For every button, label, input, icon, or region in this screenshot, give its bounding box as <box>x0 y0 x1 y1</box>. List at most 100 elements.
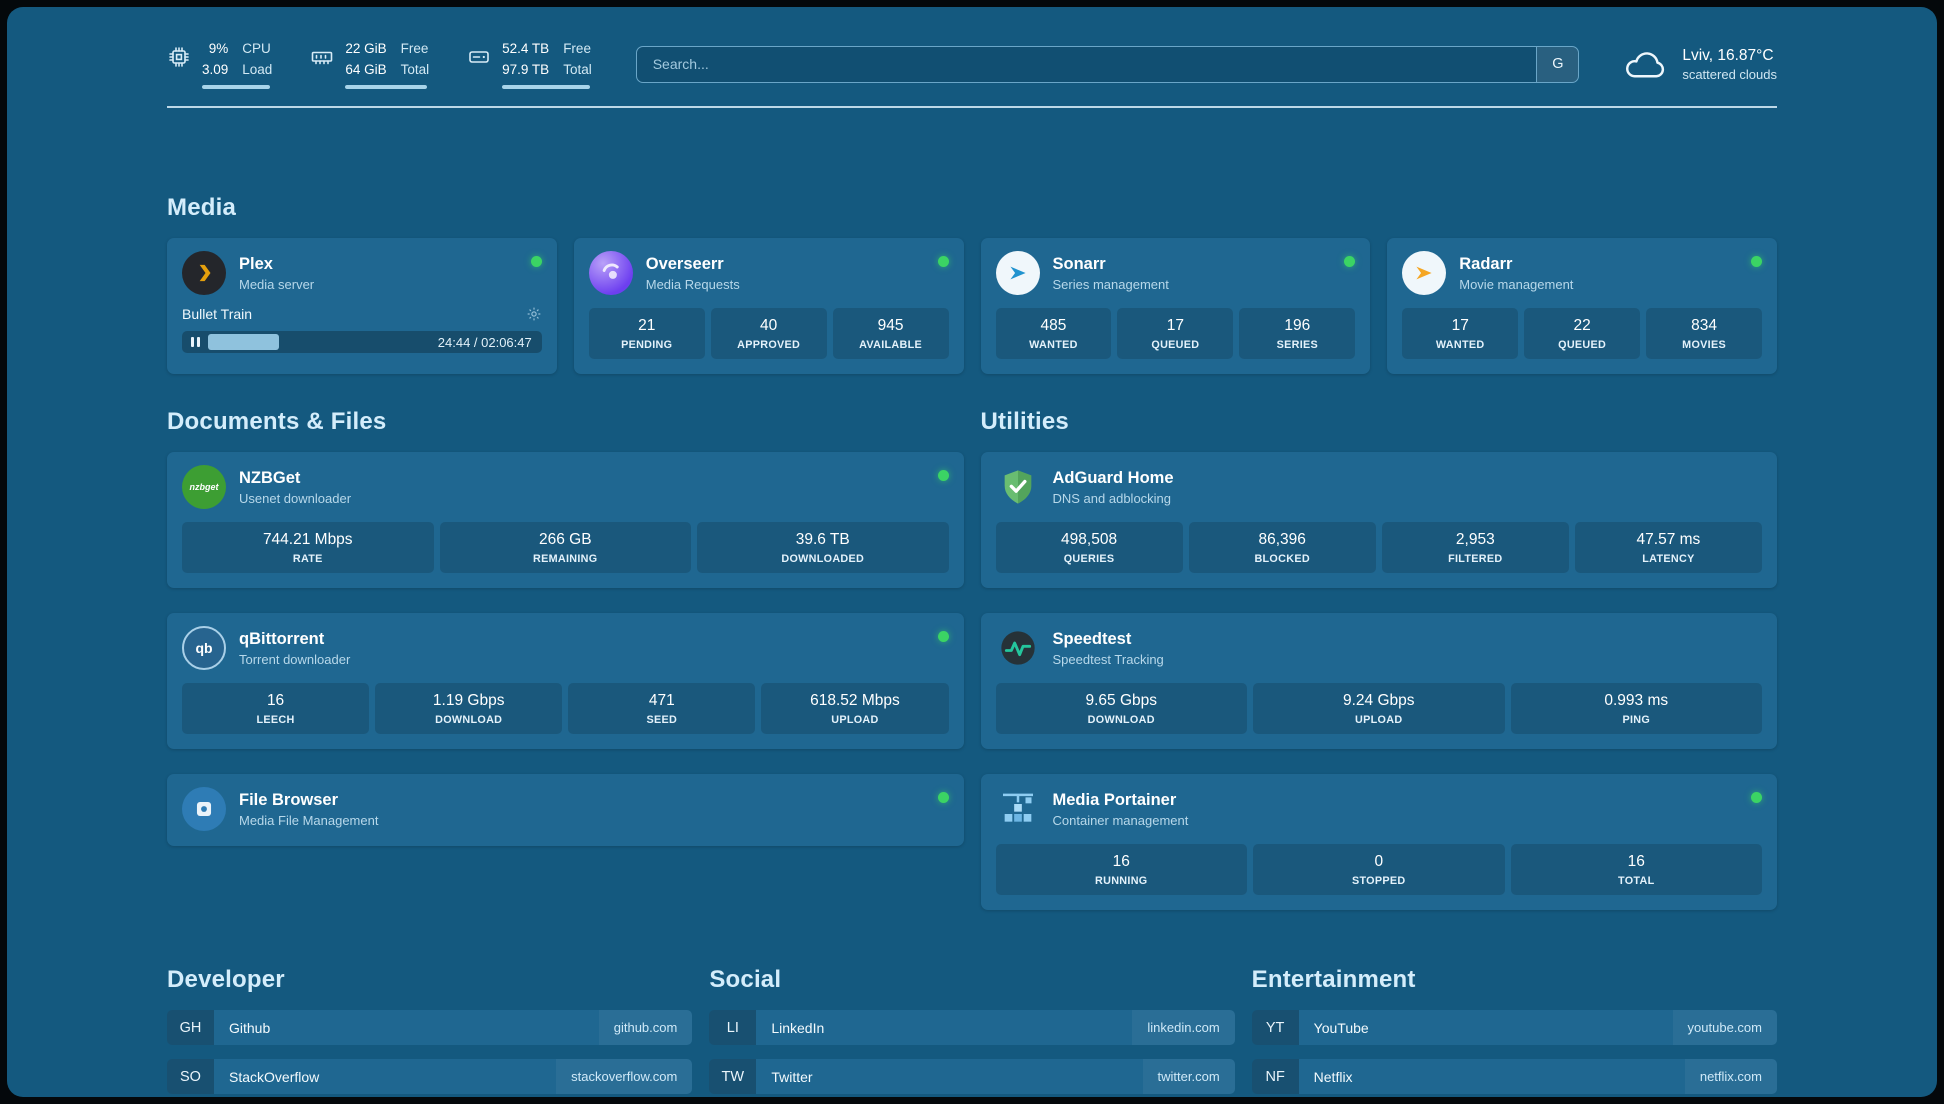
disk-total-label: Total <box>563 61 592 77</box>
bookmark-domain: twitter.com <box>1142 1059 1235 1094</box>
app-card-adguard[interactable]: AdGuard Home DNS and adblocking 498,508 … <box>980 452 1777 588</box>
app-name: Speedtest <box>1052 629 1132 648</box>
app-card-radarr[interactable]: Radarr Movie management 17 WANTED 22 QUE… <box>1387 238 1777 374</box>
stat-box: 471 SEED <box>568 683 756 734</box>
stat-box: 2,953 FILTERED <box>1381 522 1569 573</box>
stat-value: 17 <box>1451 317 1469 334</box>
status-online-dot <box>937 256 949 267</box>
sonarr-icon <box>995 251 1040 295</box>
stat-box: 9.24 Gbps UPLOAD <box>1253 683 1505 734</box>
stat-box: 86,396 BLOCKED <box>1188 522 1376 573</box>
search-bar[interactable]: G <box>635 45 1580 83</box>
bookmark-domain: youtube.com <box>1672 1010 1777 1045</box>
radarr-icon <box>1402 251 1447 295</box>
bookmark-abbr: SO <box>167 1059 214 1094</box>
app-card-plex[interactable]: Plex Media server Bullet Train <box>167 238 557 374</box>
cpu-usage-meter <box>202 84 271 89</box>
playback-progress-bar[interactable]: 24:44 / 02:06:47 <box>182 331 542 353</box>
stat-box: 39.6 TB DOWNLOADED <box>697 522 949 573</box>
app-subtitle: Torrent downloader <box>239 651 351 667</box>
app-name: Media Portainer <box>1052 790 1177 809</box>
app-card-filebrowser[interactable]: File Browser Media File Management <box>167 774 964 846</box>
stat-value: 86,396 <box>1258 531 1306 548</box>
speedtest-icon <box>996 626 1040 670</box>
stat-label: RUNNING <box>1095 875 1148 887</box>
adguard-icon <box>996 465 1040 509</box>
memory-total-value: 64 GiB <box>345 61 387 77</box>
bookmark-row-github[interactable]: GH Github github.com <box>167 1010 693 1045</box>
stat-label: QUERIES <box>1063 553 1115 565</box>
stat-box: 22 QUEUED <box>1524 308 1641 359</box>
app-card-speedtest[interactable]: Speedtest Speedtest Tracking 9.65 Gbps D… <box>980 613 1777 749</box>
stat-label: PENDING <box>621 339 673 351</box>
stat-label: DOWNLOADED <box>781 553 865 565</box>
bookmark-row-twitter[interactable]: TW Twitter twitter.com <box>709 1059 1235 1094</box>
weather-widget[interactable]: Lviv, 16.87°C scattered clouds <box>1623 46 1777 82</box>
stat-value: 17 <box>1166 317 1184 334</box>
stat-label: STOPPED <box>1351 875 1406 887</box>
stat-value: 16 <box>1112 853 1130 870</box>
stat-value: 834 <box>1691 317 1717 334</box>
bookmark-abbr: TW <box>709 1059 757 1094</box>
section-title-utilities: Utilities <box>980 408 1069 435</box>
stat-box: 17 WANTED <box>1402 308 1519 359</box>
memory-total-label: Total <box>400 61 430 77</box>
pause-icon[interactable] <box>191 337 200 347</box>
stat-value: 9.65 Gbps <box>1085 692 1158 709</box>
status-online-dot <box>1344 256 1356 267</box>
status-online-dot <box>530 256 542 267</box>
stat-value: 945 <box>877 317 904 334</box>
app-card-portainer[interactable]: Media Portainer Container management 16 … <box>980 774 1777 910</box>
stat-box: 16 RUNNING <box>995 844 1247 895</box>
app-name: AdGuard Home <box>1052 468 1174 487</box>
app-subtitle: Movie management <box>1459 276 1574 292</box>
stat-box: 1.19 Gbps DOWNLOAD <box>375 683 563 734</box>
settings-gear-icon[interactable] <box>526 306 542 322</box>
status-online-dot <box>1751 256 1762 267</box>
playback-time: 24:44 / 02:06:47 <box>437 334 532 350</box>
stat-box: 744.21 Mbps RATE <box>182 522 434 573</box>
section-documents: Documents & Files nzbget NZBGet Usenet d… <box>167 408 964 846</box>
bookmark-group-title: Developer <box>167 966 285 993</box>
progress-fill <box>208 334 279 350</box>
memory-free-value: 22 GiB <box>345 41 387 57</box>
stat-box: 196 SERIES <box>1239 308 1356 359</box>
app-card-qbittorrent[interactable]: qb qBittorrent Torrent downloader 16 LEE… <box>167 613 964 749</box>
cpu-icon <box>167 45 191 69</box>
cpu-load-value: 3.09 <box>202 61 229 77</box>
stat-label: QUEUED <box>1558 339 1607 351</box>
cpu-load-label: Load <box>242 61 273 77</box>
now-playing-title: Bullet Train <box>182 306 253 322</box>
stat-box: 498,508 QUERIES <box>995 522 1183 573</box>
app-subtitle: Container management <box>1052 812 1189 828</box>
stat-label: UPLOAD <box>831 714 879 726</box>
bookmark-group-developer: Developer GH Github github.com SO StackO… <box>167 966 693 1097</box>
bookmark-row-netflix[interactable]: NF Netflix netflix.com <box>1251 1059 1777 1094</box>
bookmark-name: LinkedIn <box>771 1019 825 1036</box>
stat-box: 945 AVAILABLE <box>832 308 949 359</box>
disk-free-label: Free <box>563 41 591 57</box>
search-engine-button[interactable]: G <box>1536 46 1579 82</box>
stat-value: 16 <box>266 692 285 709</box>
app-card-sonarr[interactable]: Sonarr Series management 485 WANTED 17 Q… <box>980 238 1371 374</box>
app-card-nzbget[interactable]: nzbget NZBGet Usenet downloader 744.21 M… <box>167 452 964 588</box>
stat-box: 485 WANTED <box>995 308 1112 359</box>
cpu-usage-value: 9% <box>208 41 229 57</box>
app-card-overseerr[interactable]: Overseerr Media Requests 21 PENDING 40 A… <box>573 238 964 374</box>
stat-box: 0 STOPPED <box>1253 844 1505 895</box>
bookmark-row-linkedin[interactable]: LI LinkedIn linkedin.com <box>709 1010 1235 1045</box>
search-input[interactable] <box>636 46 1537 82</box>
bookmark-abbr: LI <box>709 1010 757 1045</box>
weather-location: Lviv, 16.87°C <box>1682 46 1774 64</box>
filebrowser-icon <box>182 787 226 831</box>
bookmark-group-title: Entertainment <box>1251 966 1416 993</box>
disk-total-value: 97.9 TB <box>502 61 550 77</box>
stat-label: UPLOAD <box>1355 714 1403 726</box>
app-subtitle: Series management <box>1052 276 1169 292</box>
bookmark-row-youtube[interactable]: YT YouTube youtube.com <box>1251 1010 1777 1045</box>
app-name: NZBGet <box>239 468 301 487</box>
section-media: Media Plex Media server <box>167 194 1777 374</box>
stat-label: QUEUED <box>1151 339 1200 351</box>
stat-label: DOWNLOAD <box>435 714 503 726</box>
bookmark-row-stackoverflow[interactable]: SO StackOverflow stackoverflow.com <box>167 1059 693 1094</box>
